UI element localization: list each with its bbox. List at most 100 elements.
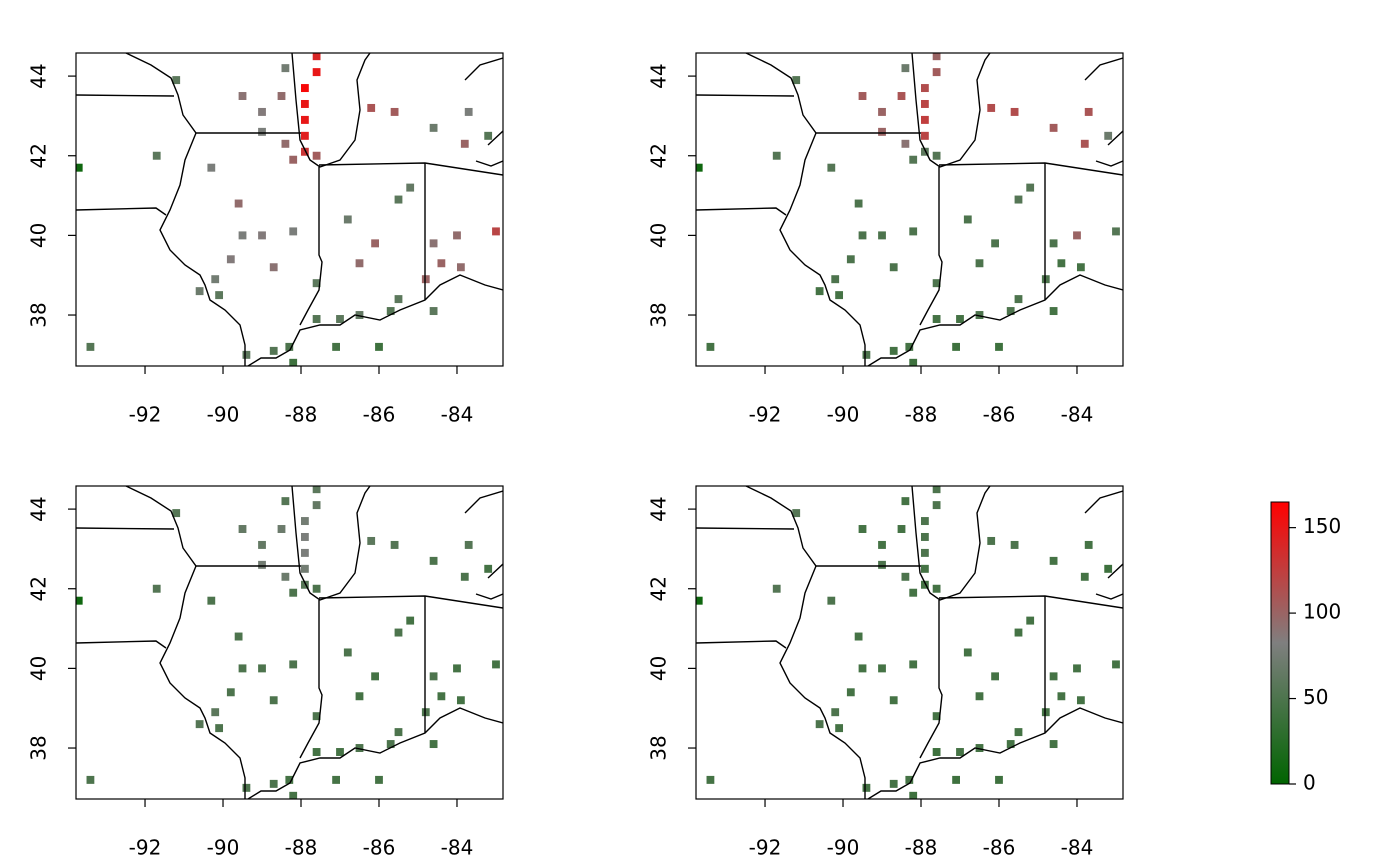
cell xyxy=(215,724,224,733)
cell xyxy=(846,688,855,697)
cell xyxy=(897,525,906,533)
y-tick-label: 38 xyxy=(647,302,671,327)
cell xyxy=(952,342,960,351)
y-tick-label: 44 xyxy=(27,496,51,521)
x-tick-label: -88 xyxy=(285,836,318,860)
cell xyxy=(492,660,500,669)
cell xyxy=(453,664,461,673)
cell xyxy=(336,748,344,756)
cell xyxy=(258,560,266,569)
cell xyxy=(1049,123,1058,132)
cell xyxy=(281,64,290,73)
cell xyxy=(878,107,886,116)
cell xyxy=(956,748,964,756)
plot-frame xyxy=(75,485,504,800)
cell xyxy=(1057,692,1066,701)
cell xyxy=(289,791,298,799)
cell xyxy=(889,779,898,788)
state-borders xyxy=(76,486,503,799)
cell xyxy=(858,92,867,100)
cell xyxy=(792,509,801,518)
cell xyxy=(1080,139,1089,148)
cell xyxy=(1049,239,1058,248)
x-tick-label: -90 xyxy=(207,836,240,860)
cell xyxy=(301,131,309,140)
cell xyxy=(1014,195,1023,204)
cell xyxy=(1041,708,1050,717)
cell xyxy=(390,107,399,116)
cell xyxy=(355,311,364,320)
cell xyxy=(909,227,918,236)
cell xyxy=(406,183,415,192)
cell xyxy=(456,696,465,705)
x-tick-label: -86 xyxy=(363,836,396,860)
cell xyxy=(215,291,224,300)
cell xyxy=(289,155,298,164)
cell xyxy=(429,123,438,132)
cell xyxy=(858,525,867,533)
cell xyxy=(312,584,321,593)
cell xyxy=(827,163,836,172)
cell xyxy=(991,239,999,248)
cell xyxy=(277,92,286,100)
cell xyxy=(394,728,403,737)
x-tick-label: -86 xyxy=(983,403,1016,427)
cell xyxy=(375,775,383,784)
cell xyxy=(878,540,886,549)
cell xyxy=(827,596,836,605)
cell xyxy=(258,664,266,673)
cell xyxy=(355,744,364,753)
cell xyxy=(152,151,161,160)
cell xyxy=(1006,307,1015,316)
cell xyxy=(76,596,83,605)
x-tick-label: -92 xyxy=(749,403,782,427)
state-borders xyxy=(76,53,503,366)
cell xyxy=(909,660,918,669)
cell xyxy=(269,696,278,705)
cell xyxy=(995,342,1003,351)
y-tick-label: 42 xyxy=(647,576,671,601)
cell xyxy=(484,564,493,573)
cell xyxy=(696,596,703,605)
cell xyxy=(226,255,235,264)
cell xyxy=(289,660,298,669)
cell xyxy=(269,346,278,355)
cell xyxy=(1049,740,1058,749)
cell xyxy=(921,517,929,526)
state-borders xyxy=(696,53,1123,366)
cell xyxy=(242,783,251,792)
cell xyxy=(312,279,321,288)
cell xyxy=(492,227,500,236)
cell xyxy=(995,775,1003,784)
cell xyxy=(889,263,898,272)
cell xyxy=(921,580,929,589)
x-tick-label: -92 xyxy=(129,403,162,427)
cell xyxy=(858,231,867,240)
cell xyxy=(975,259,984,268)
cell xyxy=(921,99,929,108)
plot-frame xyxy=(695,485,1124,800)
cell xyxy=(226,688,235,697)
cell xyxy=(453,231,461,240)
cell xyxy=(289,588,298,597)
cell xyxy=(367,103,376,112)
panel xyxy=(696,53,1123,366)
y-tick-label: 40 xyxy=(27,223,51,248)
cell xyxy=(854,199,863,208)
y-tick-label: 40 xyxy=(647,656,671,681)
cell xyxy=(207,596,216,605)
cell xyxy=(406,616,415,625)
x-tick-label: -84 xyxy=(441,836,474,860)
cell xyxy=(86,775,95,784)
panel xyxy=(76,53,503,366)
y-tick-label: 44 xyxy=(647,63,671,88)
cell xyxy=(878,231,886,240)
y-tick-label: 40 xyxy=(27,656,51,681)
cell xyxy=(289,358,298,366)
cell xyxy=(706,775,715,784)
cell xyxy=(258,540,266,549)
cell xyxy=(281,497,290,506)
cell xyxy=(429,740,438,749)
cell xyxy=(195,720,204,729)
cell xyxy=(371,672,379,681)
